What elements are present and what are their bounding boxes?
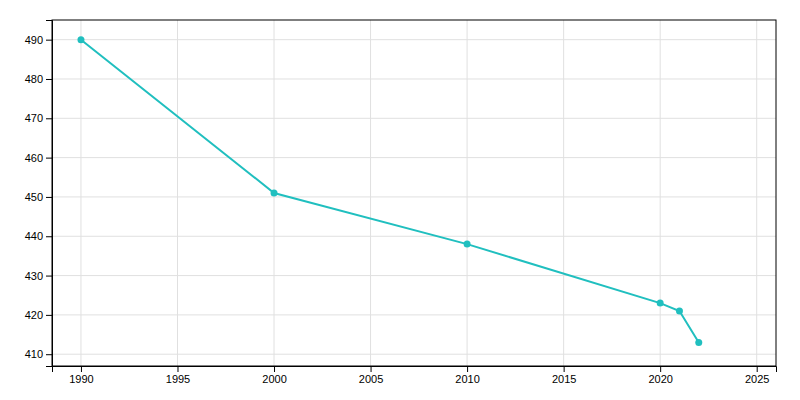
grid-line-y [52,354,776,355]
plot: 1990 1995 2000 2005 2010 2015 2020 2025 410 420 43… [25,20,777,385]
x-tick-label: 2025 [745,373,769,385]
y-tick: 480 [25,73,52,85]
y-tick: 470 [25,112,52,124]
y-tick-label: 420 [25,309,43,321]
y-axis-line [46,21,53,367]
x-tick-mark [467,366,468,372]
y-tick: 460 [25,152,52,164]
x-axis-line [53,367,777,373]
y-tick-mark [46,118,52,119]
grid-line-x [756,20,757,366]
x-tick: 2000 [262,366,286,385]
x-tick-mark [564,366,565,372]
grid-line-y [52,314,776,315]
y-tick-label: 430 [25,270,43,282]
grid-line-x [467,20,468,366]
y-tick-mark [46,197,52,198]
chart: 1990 1995 2000 2005 2010 2015 2020 2025 410 420 43… [0,0,800,400]
y-tick-mark [46,158,52,159]
grid-line-y [52,39,776,40]
y-tick: 410 [25,348,52,360]
y-tick-label: 440 [25,230,43,242]
point [77,36,84,43]
point [676,307,683,314]
x-axis: 1990 1995 2000 2005 2010 2015 2020 2025 [53,366,777,385]
grid-line-x [177,20,178,366]
x-tick-label: 2005 [359,373,383,385]
grid [52,20,776,366]
x-tick-label: 1995 [166,373,190,385]
x-tick-label: 2000 [262,373,286,385]
x-tick-label: 2010 [455,373,479,385]
y-tick: 420 [25,309,52,321]
x-tick: 2020 [648,366,672,385]
x-tick: 2015 [552,366,576,385]
x-tick-label: 2020 [648,373,672,385]
line [81,40,699,343]
x-tick: 2005 [359,366,383,385]
y-tick-label: 480 [25,73,43,85]
x-tick-mark [177,366,178,372]
x-tick-mark [371,366,372,372]
grid-line-y [52,196,776,197]
y-tick-mark [46,79,52,80]
y-tick-mark [46,236,52,237]
y-tick-mark [46,276,52,277]
grid-line-x [370,20,371,366]
grid-line-y [52,118,776,119]
point [271,190,278,197]
plot-frame [52,20,776,366]
y-tick: 430 [25,270,52,282]
x-tick-mark [81,366,82,372]
x-tick: 1990 [69,366,93,385]
x-tick-label: 2015 [552,373,576,385]
x-tick: 2025 [745,366,769,385]
x-tick-mark [660,366,661,372]
point [657,300,664,307]
grid-line-x [80,20,81,366]
grid-line-x [660,20,661,366]
grid-line-y [52,157,776,158]
y-tick-label: 470 [25,112,43,124]
y-tick-mark [46,40,52,41]
y-tick: 490 [25,34,52,46]
x-tick: 2010 [455,366,479,385]
series [77,36,702,346]
y-tick-label: 460 [25,152,43,164]
x-tick-mark [274,366,275,372]
x-tick-mark [757,366,758,372]
y-tick: 440 [25,230,52,242]
grid-line-y [52,275,776,276]
y-tick: 450 [25,191,52,203]
grid-line-y [52,78,776,79]
x-tick-label: 1990 [69,373,93,385]
y-axis: 410 420 430 440 450 460 470 480 490 [25,21,53,367]
x-tick: 1995 [166,366,190,385]
grid-line-x [563,20,564,366]
y-tick-label: 450 [25,191,43,203]
y-tick-mark [46,315,52,316]
y-tick-label: 410 [25,348,43,360]
point [464,241,471,248]
y-tick-label: 490 [25,34,43,46]
y-tick-mark [46,354,52,355]
point [695,339,702,346]
grid-line-y [52,236,776,237]
